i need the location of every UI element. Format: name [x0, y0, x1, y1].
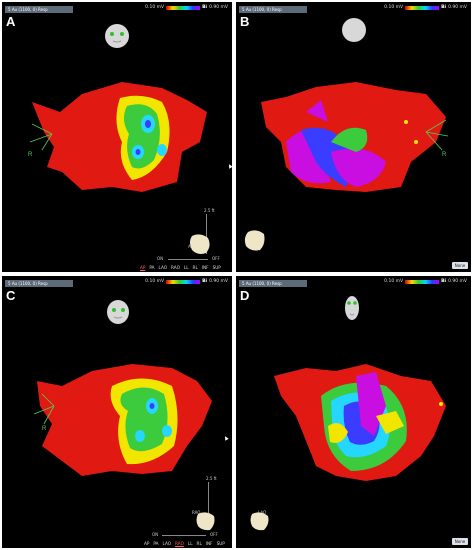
scale-min: 0.10 mV — [145, 5, 165, 10]
color-scale-bar — [166, 279, 201, 284]
scale-min: 0.10 mV — [384, 279, 404, 284]
head-orientation-icon — [345, 296, 359, 320]
view-dock[interactable]: 2.5 ft RAO — [192, 476, 232, 536]
voltage-scale: 0.10 mV Bi 0.90 mV — [145, 3, 228, 12]
voltage-scale: 0.10 mV Bi 0.90 mV — [145, 277, 228, 286]
view-button[interactable]: PA — [153, 541, 159, 546]
panel-letter: C — [6, 288, 16, 303]
color-scale-bar — [405, 279, 440, 284]
scale-max: 0.90 mV — [209, 279, 228, 284]
panel-letter: A — [6, 14, 16, 29]
mini-view-label-lao: LAO — [258, 510, 267, 515]
panel-letter: D — [240, 288, 250, 303]
dock-scale: 2.5 ft — [206, 476, 217, 481]
panel-d[interactable]: 5 Au (1100, 0) Resp 0.10 mV Bi 0.90 mV D… — [236, 276, 471, 548]
head-orientation-icon — [107, 300, 129, 324]
view-buttons[interactable]: AP PA LAO RAO LL RL INF SUP — [140, 265, 221, 270]
voltage-scale: 0.10 mV Bi 0.90 mV — [384, 3, 467, 12]
color-scale-bar — [405, 5, 440, 10]
voltage-scale: 0.10 mV Bi 0.90 mV — [384, 277, 467, 286]
view-button[interactable]: LAO — [158, 265, 168, 270]
view-button[interactable]: SUP — [212, 265, 221, 270]
scale-min: 0.10 mV — [384, 5, 404, 10]
slider-on-label: ON — [152, 532, 159, 537]
scale-max: 0.90 mV — [448, 5, 467, 10]
view-button[interactable]: RL — [192, 265, 198, 270]
none-button[interactable]: None — [452, 538, 468, 545]
view-button[interactable]: AP — [144, 541, 150, 546]
opacity-slider[interactable] — [168, 259, 208, 260]
panel-b[interactable]: 5 Au (1100, 0) Resp 0.10 mV Bi 0.90 mV B… — [236, 2, 471, 272]
view-button[interactable]: SUP — [216, 541, 225, 546]
slider-off-label: OFF — [210, 532, 218, 537]
color-scale-bar — [166, 5, 201, 10]
head-orientation-icon — [342, 18, 366, 42]
map-name-label[interactable]: 5 Au (1100, 0) Resp — [239, 280, 307, 287]
view-button[interactable]: LAO — [162, 541, 172, 546]
scale-max: 0.90 mV — [209, 5, 228, 10]
map-3d-surface[interactable] — [236, 276, 471, 548]
map-3d-surface[interactable] — [2, 276, 232, 548]
view-button[interactable]: RL — [196, 541, 202, 546]
dock-vertical-slider[interactable] — [206, 214, 207, 254]
slider-on-label: ON — [157, 256, 164, 261]
heart-thumbnail-icon[interactable] — [236, 476, 286, 536]
dock-scale: 2.5 ft — [204, 208, 215, 213]
axis-label: R — [442, 152, 447, 158]
view-button[interactable]: RAO — [175, 541, 184, 546]
panel-c[interactable]: 5 Au (1100, 0) Resp 0.10 mV Bi 0.90 mV C… — [2, 276, 232, 548]
axis-label: R — [28, 152, 33, 158]
mode-label: Bi — [202, 5, 208, 10]
map-3d-surface[interactable] — [236, 2, 471, 272]
map-name-label[interactable]: 5 Au (1100, 0) Resp — [5, 280, 73, 287]
axis-label: R — [42, 426, 47, 432]
view-buttons[interactable]: AP PA LAO RAO LL RL INF SUP — [144, 541, 225, 546]
view-dock[interactable]: LAO — [236, 476, 286, 536]
mode-label: Bi — [202, 279, 208, 284]
view-button[interactable]: LL — [183, 265, 189, 270]
mini-view-label-ap: AP — [188, 244, 194, 249]
scale-max: 0.90 mV — [448, 279, 467, 284]
map-name-label[interactable]: 5 Au (1100, 0) Resp — [239, 6, 307, 13]
heart-thumbnail-icon[interactable] — [236, 202, 276, 262]
view-button[interactable]: AP — [140, 265, 146, 270]
view-dock[interactable]: 2.5 ft AP — [182, 208, 232, 263]
dock-vertical-slider[interactable] — [208, 482, 209, 522]
slider-off-label: OFF — [212, 256, 220, 261]
none-button[interactable]: None — [452, 262, 468, 269]
view-button[interactable]: RAO — [171, 265, 180, 270]
heart-thumbnail-icon[interactable] — [192, 476, 232, 536]
view-button[interactable]: INF — [201, 265, 209, 270]
mini-view-label-rao: RAO — [192, 510, 201, 515]
view-button[interactable]: LL — [187, 541, 193, 546]
panel-a[interactable]: 5 Au (1100, 0) Resp 0.10 mV Bi 0.90 mV A… — [2, 2, 232, 272]
view-dock[interactable] — [236, 202, 276, 262]
map-3d-surface[interactable] — [2, 2, 232, 272]
scale-min: 0.10 mV — [145, 279, 165, 284]
view-button[interactable]: PA — [149, 265, 155, 270]
head-orientation-icon — [105, 24, 129, 48]
view-button[interactable]: INF — [205, 541, 213, 546]
heart-thumbnail-icon[interactable] — [182, 208, 232, 263]
mode-label: Bi — [441, 279, 447, 284]
map-name-label[interactable]: 5 Au (1100, 0) Resp — [5, 6, 73, 13]
panel-letter: B — [240, 14, 250, 29]
mode-label: Bi — [441, 5, 447, 10]
opacity-slider[interactable] — [162, 535, 206, 536]
